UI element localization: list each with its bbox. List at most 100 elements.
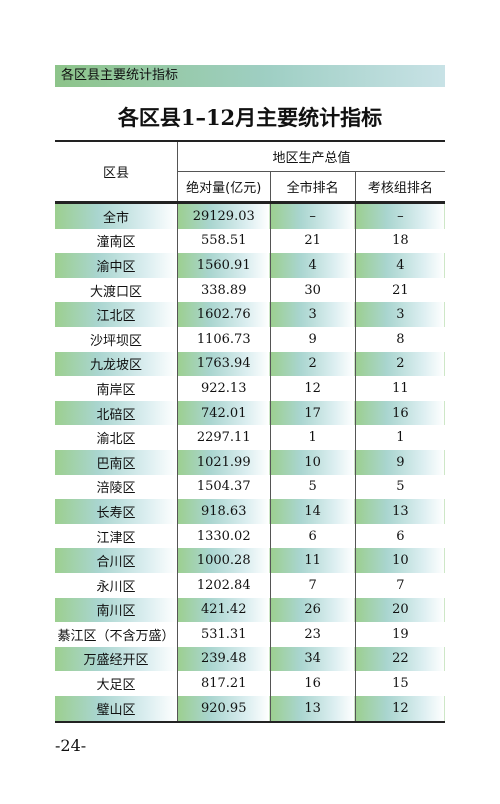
table-cell: 九龙坡区 <box>55 351 178 377</box>
table-cell: 1504.37 <box>176 474 271 500</box>
table-cell: 1 <box>354 425 445 450</box>
table-cell: 2 <box>269 351 356 377</box>
header-cell: 绝对量(亿元) <box>176 171 271 204</box>
table-cell: 18 <box>354 228 445 254</box>
page-number: -24- <box>55 736 87 755</box>
table-cell: 12 <box>269 376 356 401</box>
table-row: 九龙坡区 1763.94 2 2 <box>55 351 445 377</box>
table-cell: 4 <box>269 253 356 278</box>
table-cell: 20 <box>354 597 445 623</box>
header-cell: 区县 <box>55 141 178 204</box>
table-cell: 1202.84 <box>176 572 271 598</box>
table-cell: 26 <box>269 597 356 623</box>
table-cell: 531.31 <box>176 622 271 647</box>
table-cell: 2297.11 <box>176 425 271 450</box>
table-cell: 潼南区 <box>96 235 136 251</box>
table-cell: 长寿区 <box>55 499 178 524</box>
table-cell: 涪陵区 <box>96 481 136 497</box>
table-cell: 11 <box>354 376 445 401</box>
table-cell: 29129.03 <box>176 202 271 229</box>
table-cell: 1602.76 <box>176 302 271 327</box>
table-row: 巴南区 1021.99 10 9 <box>55 449 445 475</box>
table-cell: 南岸区 <box>96 382 136 398</box>
table-row: 江津区 1330.02 6 6 <box>55 523 445 549</box>
table-cell: 大足区 <box>96 678 136 694</box>
table-cell: 3 <box>269 302 356 327</box>
table-cell: 14 <box>269 499 356 524</box>
table-cell: 11 <box>269 548 356 573</box>
table-cell: – <box>269 202 356 229</box>
table-cell: 8 <box>354 326 445 352</box>
table-cell: 1000.28 <box>176 548 271 573</box>
table-cell: 10 <box>354 548 445 573</box>
table-cell: 渝北区 <box>96 432 136 448</box>
table-cell: 合川区 <box>55 548 178 573</box>
table-cell: 1106.73 <box>176 326 271 352</box>
table-cell: 17 <box>269 400 356 426</box>
table-cell: 沙坪坝区 <box>89 333 142 349</box>
table-cell: 1330.02 <box>176 523 271 549</box>
table-cell: – <box>354 202 445 229</box>
table-cell: 421.42 <box>176 597 271 623</box>
table-cell: 1560.91 <box>176 253 271 278</box>
table-cell: 1763.94 <box>176 351 271 377</box>
table-row: 永川区 1202.84 7 7 <box>55 572 445 598</box>
table-cell: 16 <box>354 400 445 426</box>
table-cell: 江北区 <box>55 302 178 327</box>
table-cell: 918.63 <box>176 499 271 524</box>
table-cell: 1 <box>269 425 356 450</box>
table-row: 潼南区 558.51 21 18 <box>55 228 445 254</box>
table-cell: 15 <box>354 671 445 696</box>
table-cell: 巴南区 <box>55 449 178 475</box>
table-cell: 2 <box>354 351 445 377</box>
table-cell: 742.01 <box>176 400 271 426</box>
table-row: 渝北区 2297.11 1 1 <box>55 425 445 450</box>
table-cell: 北碚区 <box>55 400 178 426</box>
table-cell: 23 <box>269 622 356 647</box>
table-cell: 全市 <box>55 202 178 229</box>
table-cell: 21 <box>354 277 445 303</box>
table-row: 合川区 1000.28 11 10 <box>55 548 445 573</box>
table-cell: 万盛经开区 <box>55 646 178 672</box>
header-cell: 地区生产总值 <box>176 141 445 172</box>
table-cell: 南川区 <box>55 597 178 623</box>
table-cell: 5 <box>269 474 356 500</box>
table-cell: 7 <box>354 572 445 598</box>
table-row: 沙坪坝区 1106.73 9 8 <box>55 326 445 352</box>
table-cell: 22 <box>354 646 445 672</box>
table-cell: 渝中区 <box>55 253 178 278</box>
table-cell: 12 <box>354 695 445 723</box>
table-cell: 江津区 <box>96 530 136 546</box>
table-cell: 338.89 <box>176 277 271 303</box>
table-cell: 永川区 <box>96 579 136 595</box>
header-row: 区县 地区生产总值 <box>55 141 445 204</box>
table-row: 南川区 421.42 26 20 <box>55 597 445 623</box>
table-cell: 19 <box>354 622 445 647</box>
table-cell: 21 <box>269 228 356 254</box>
table-cell: 綦江区（不含万盛） <box>57 628 175 644</box>
table-row: 渝中区 1560.91 4 4 <box>55 253 445 278</box>
table-cell: 16 <box>269 671 356 696</box>
table-row: 大足区 817.21 16 15 <box>55 671 445 696</box>
table-row: 北碚区 742.01 17 16 <box>55 400 445 426</box>
header-cell: 考核组排名 <box>354 171 445 204</box>
table-cell: 922.13 <box>176 376 271 401</box>
table-row: 万盛经开区 239.48 34 22 <box>55 646 445 672</box>
table-cell: 4 <box>354 253 445 278</box>
table-cell: 13 <box>269 695 356 723</box>
table-cell: 5 <box>354 474 445 500</box>
table-cell: 璧山区 <box>55 695 178 723</box>
table-row: 涪陵区 1504.37 5 5 <box>55 474 445 500</box>
header-row: 绝对量(亿元) 全市排名 考核组排名 <box>55 171 445 204</box>
table-cell: 大渡口区 <box>89 284 142 300</box>
table-cell: 9 <box>354 449 445 475</box>
table-cell: 1021.99 <box>176 449 271 475</box>
table-cell: 239.48 <box>176 646 271 672</box>
table-cell: 9 <box>269 326 356 352</box>
table-cell: 13 <box>354 499 445 524</box>
table-cell: 7 <box>269 572 356 598</box>
table-row: 大渡口区 338.89 30 21 <box>55 277 445 303</box>
table-row: 全市 29129.03– – <box>55 202 445 229</box>
table-cell: 6 <box>354 523 445 549</box>
